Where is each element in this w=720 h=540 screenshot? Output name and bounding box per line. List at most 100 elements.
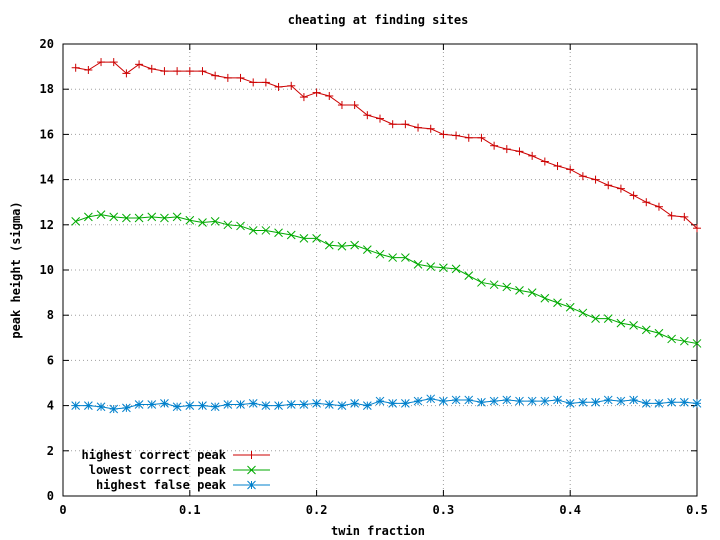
data-point [299,234,309,243]
data-point [477,397,486,407]
data-point [641,325,651,335]
chart-title: cheating at finding sites [288,13,469,27]
data-point [261,78,270,87]
data-point [680,212,689,221]
y-tick-label: 12 [40,218,54,232]
y-tick-label: 6 [47,353,54,367]
data-point [540,157,549,166]
data-point [604,181,613,190]
data-point [692,398,702,408]
data-point [325,91,334,100]
data-point [122,403,131,413]
series-1 [71,58,701,233]
data-point [426,394,436,404]
data-point [84,212,93,222]
data-point [274,401,283,410]
legend-label: lowest correct peak [89,463,227,477]
series-group [71,58,702,414]
data-point [109,404,119,414]
data-point [413,259,423,269]
data-point [565,398,575,408]
series-line [75,398,698,410]
data-point [489,280,499,290]
data-point [654,328,664,338]
data-point [134,213,144,223]
data-point [173,67,182,76]
data-point [160,213,169,223]
data-point [426,124,435,133]
data-point [71,217,81,226]
data-point [401,120,410,129]
data-point [616,318,626,328]
series-2 [71,210,702,348]
data-point [312,398,321,408]
y-tick-label: 4 [47,399,54,413]
y-tick-label: 16 [40,127,54,141]
data-point [312,234,321,243]
data-point [426,262,436,271]
data-point [553,162,562,171]
data-point [388,253,398,262]
data-point [286,230,296,240]
data-point [299,93,308,102]
data-point [362,245,372,255]
legend-marker [247,480,256,490]
data-point [591,175,600,184]
data-point [451,264,461,274]
data-point [198,67,207,76]
data-point [603,395,613,405]
y-tick-label: 20 [40,37,54,51]
data-point [654,202,663,211]
data-point [591,397,600,407]
data-point [122,69,131,78]
data-point [439,130,448,139]
x-tick-label: 0.4 [559,503,581,517]
data-point [198,401,207,410]
data-point [413,396,423,406]
data-point [616,184,625,193]
data-point [71,63,80,72]
y-axis-title: peak height (sigma) [9,201,23,338]
data-point [185,401,195,410]
data-point [84,401,93,410]
data-point [388,398,398,408]
data-point [147,400,157,409]
data-point [477,278,486,287]
data-point [679,397,689,407]
x-tick-label: 0.3 [433,503,455,517]
data-point [667,334,676,344]
data-point [693,224,701,233]
data-point [388,120,397,129]
legend-marker [247,465,256,475]
data-point [502,145,511,154]
legend-label: highest false peak [96,478,227,492]
data-point [236,221,245,231]
data-point [286,400,296,409]
data-point [401,398,410,408]
data-point [667,211,676,220]
data-point [261,226,271,235]
legend-label: highest correct peak [82,448,227,462]
data-point [198,218,207,227]
data-point [553,395,562,405]
data-point [414,123,423,132]
data-point [502,282,512,292]
data-point [248,398,258,408]
data-point [211,71,220,80]
x-tick-label: 0 [59,503,66,517]
data-point [236,73,245,82]
data-point [692,339,702,348]
data-point [223,220,233,230]
data-point [464,395,474,405]
data-point [477,133,486,142]
data-point [654,398,664,408]
data-point [603,314,613,323]
series-3 [71,394,702,414]
data-point [248,226,258,235]
data-point [172,212,182,222]
data-point [489,396,499,406]
data-point [502,395,512,405]
data-point [565,302,575,312]
data-point [97,58,106,67]
